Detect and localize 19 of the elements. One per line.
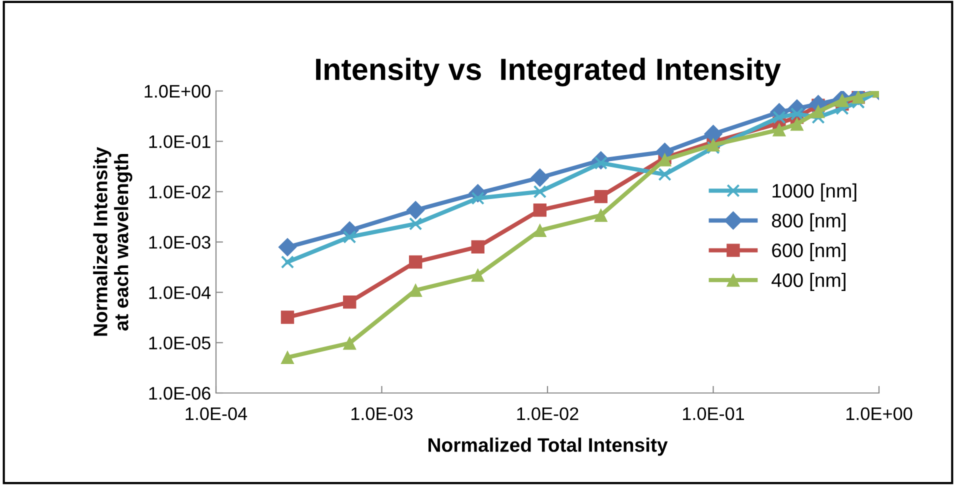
x-tick-label: 1.0E-01 (683, 407, 744, 420)
x-tick-label: 1.0E-04 (186, 407, 248, 420)
y-tick-label: 1.0E-02 (149, 186, 210, 198)
x-tick-label: 1.0E-02 (517, 407, 578, 420)
y-tick-label: 1.0E-03 (149, 236, 210, 249)
legend-label: 400 [nm] (772, 272, 846, 291)
y-tick-label: 1.0E-04 (149, 286, 211, 300)
legend-label: 1000 [nm] (772, 183, 856, 202)
y-tick-label: 1.0E-06 (149, 386, 210, 400)
y-tick-label: 1.0E+00 (144, 84, 210, 98)
x-axis-title: Normalized Total Intensity (428, 438, 668, 456)
x-tick-label: 1.0E+00 (846, 407, 912, 420)
legend-label: 600 [nm] (772, 243, 846, 262)
y-tick-label: 1.0E-01 (149, 135, 210, 148)
y-axis-title: Normalized Intensity at each wavelength (93, 147, 132, 336)
chart-title: Intensity vs Integrated Intensity (316, 58, 781, 86)
legend-label: 800 [nm] (772, 213, 846, 232)
y-tick-label: 1.0E-05 (149, 336, 210, 350)
x-tick-label: 1.0E-03 (352, 407, 413, 420)
